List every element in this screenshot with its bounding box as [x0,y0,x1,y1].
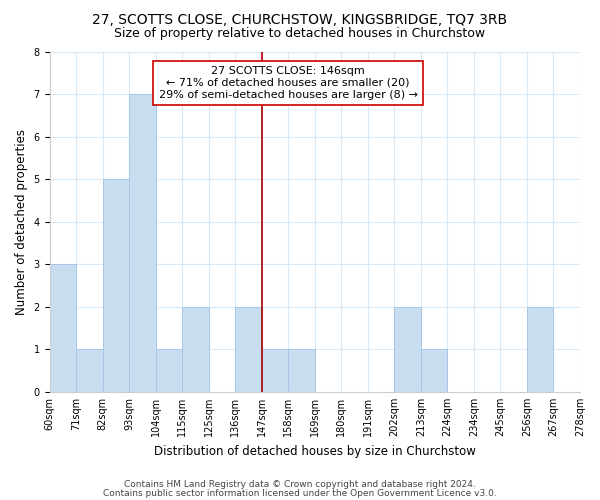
Bar [155,350,182,392]
Bar [182,307,209,392]
Text: 27, SCOTTS CLOSE, CHURCHSTOW, KINGSBRIDGE, TQ7 3RB: 27, SCOTTS CLOSE, CHURCHSTOW, KINGSBRIDG… [92,12,508,26]
Bar [103,179,129,392]
Bar [50,264,76,392]
Bar [394,307,421,392]
Text: 27 SCOTTS CLOSE: 146sqm
← 71% of detached houses are smaller (20)
29% of semi-de: 27 SCOTTS CLOSE: 146sqm ← 71% of detache… [159,66,418,100]
Y-axis label: Number of detached properties: Number of detached properties [15,128,28,314]
Text: Contains HM Land Registry data © Crown copyright and database right 2024.: Contains HM Land Registry data © Crown c… [124,480,476,489]
Text: Contains public sector information licensed under the Open Government Licence v3: Contains public sector information licen… [103,488,497,498]
Bar [421,350,448,392]
Text: Size of property relative to detached houses in Churchstow: Size of property relative to detached ho… [115,28,485,40]
Bar [129,94,155,392]
X-axis label: Distribution of detached houses by size in Churchstow: Distribution of detached houses by size … [154,444,476,458]
Bar [235,307,262,392]
Bar [527,307,553,392]
Bar [262,350,288,392]
Bar [288,350,315,392]
Bar [76,350,103,392]
